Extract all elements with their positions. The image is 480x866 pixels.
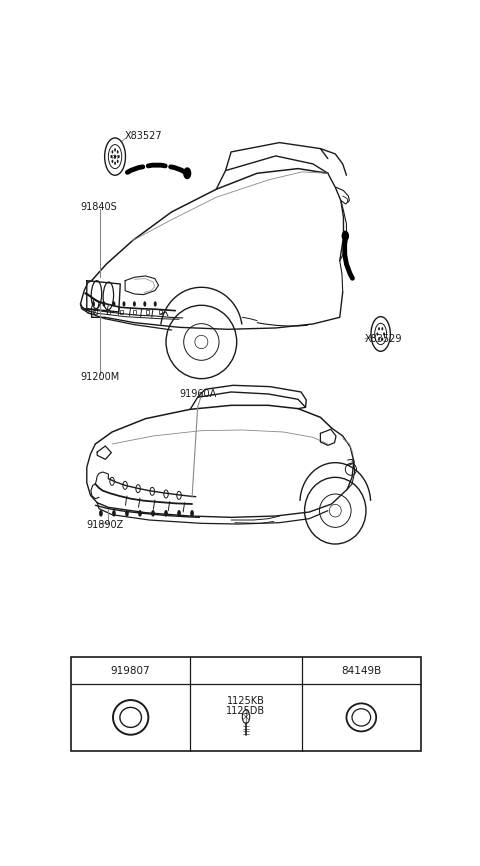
Text: RH: RH — [111, 155, 119, 160]
Circle shape — [378, 338, 380, 341]
Bar — [107, 310, 110, 314]
Circle shape — [383, 333, 385, 336]
Bar — [94, 310, 97, 314]
Text: 91200M: 91200M — [81, 372, 120, 382]
Circle shape — [138, 510, 142, 517]
Circle shape — [378, 327, 380, 331]
Circle shape — [112, 510, 116, 517]
Circle shape — [92, 301, 95, 307]
Circle shape — [117, 159, 119, 163]
Circle shape — [371, 317, 390, 352]
Circle shape — [376, 333, 378, 336]
Bar — [145, 310, 149, 314]
Circle shape — [118, 155, 120, 158]
Circle shape — [111, 150, 113, 153]
Circle shape — [154, 301, 156, 307]
Circle shape — [164, 510, 168, 517]
Circle shape — [382, 327, 383, 331]
Ellipse shape — [342, 230, 349, 242]
Circle shape — [99, 510, 103, 517]
Text: 91960A: 91960A — [179, 389, 216, 399]
Text: X83527: X83527 — [125, 131, 163, 141]
Circle shape — [112, 301, 115, 307]
Text: 84149B: 84149B — [341, 666, 382, 675]
Bar — [120, 310, 123, 314]
Bar — [132, 310, 136, 314]
Circle shape — [125, 510, 129, 517]
Circle shape — [133, 301, 136, 307]
Text: 91840S: 91840S — [81, 203, 117, 212]
Text: 1125DB: 1125DB — [227, 706, 265, 715]
Text: X83529: X83529 — [365, 333, 403, 344]
Text: 1125KB: 1125KB — [227, 696, 265, 707]
Circle shape — [151, 510, 155, 517]
Circle shape — [114, 148, 116, 152]
Circle shape — [114, 162, 116, 165]
Ellipse shape — [183, 167, 192, 179]
Circle shape — [177, 510, 181, 517]
Circle shape — [110, 155, 112, 158]
Text: 91890Z: 91890Z — [86, 520, 123, 530]
Circle shape — [117, 150, 119, 153]
Circle shape — [111, 159, 113, 163]
Bar — [158, 310, 162, 314]
Bar — [71, 657, 421, 751]
Text: 919807: 919807 — [111, 666, 151, 675]
Circle shape — [382, 338, 383, 341]
Circle shape — [144, 301, 146, 307]
Circle shape — [190, 510, 194, 517]
Circle shape — [105, 138, 125, 175]
Circle shape — [102, 301, 106, 307]
Circle shape — [122, 301, 125, 307]
Circle shape — [114, 155, 116, 158]
